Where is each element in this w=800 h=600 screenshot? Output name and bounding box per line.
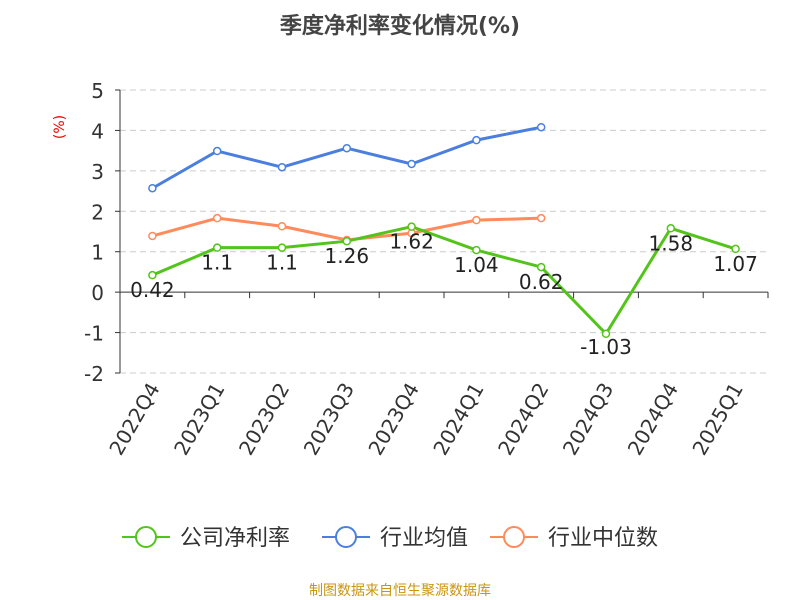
y-axis-label: (%) xyxy=(52,115,68,139)
data-point[interactable] xyxy=(277,162,287,172)
data-point[interactable] xyxy=(536,262,546,272)
data-label: 1.26 xyxy=(325,244,370,268)
legend-circle-icon xyxy=(135,526,157,548)
y-tick-label: 2 xyxy=(91,200,104,224)
y-tick-label: 4 xyxy=(91,119,104,143)
data-point[interactable] xyxy=(666,224,676,233)
series-line xyxy=(151,225,737,337)
x-tick-label: 2023Q4 xyxy=(363,379,423,460)
legend-item[interactable]: 行业均值 xyxy=(322,526,468,551)
legend-item[interactable]: 公司净利率 xyxy=(122,526,290,551)
data-point[interactable] xyxy=(536,122,546,132)
x-tick-label: 2024Q4 xyxy=(623,379,683,460)
data-point[interactable] xyxy=(342,236,352,246)
data-point[interactable] xyxy=(472,245,481,255)
data-label: 0.42 xyxy=(130,278,175,302)
data-point[interactable] xyxy=(277,221,287,231)
data-point[interactable] xyxy=(342,143,352,153)
data-point[interactable] xyxy=(407,222,416,231)
source-note: 制图数据来自恒生聚源数据库 xyxy=(309,583,491,599)
x-tick-label: 2025Q1 xyxy=(687,379,747,460)
legend-circle-icon xyxy=(335,526,357,548)
x-tick-label: 2024Q2 xyxy=(493,379,553,460)
data-point[interactable] xyxy=(148,270,157,280)
y-tick-label: 3 xyxy=(91,160,104,184)
y-tick-label: 0 xyxy=(91,281,104,305)
data-label: -1.03 xyxy=(580,335,632,359)
legend-label: 行业中位数 xyxy=(548,526,658,551)
data-point[interactable] xyxy=(731,244,740,254)
x-tick-label: 2022Q4 xyxy=(104,379,164,460)
data-point[interactable] xyxy=(536,213,546,223)
data-label: 0.62 xyxy=(519,270,564,294)
data-point[interactable] xyxy=(212,146,222,156)
y-tick-label: -2 xyxy=(84,362,104,386)
x-tick-label: 2023Q3 xyxy=(299,379,359,460)
y-tick-label: -1 xyxy=(84,322,104,346)
data-point[interactable] xyxy=(601,329,611,339)
x-tick-label: 2024Q1 xyxy=(428,379,488,460)
x-tick-label: 2024Q3 xyxy=(558,379,618,460)
data-point[interactable] xyxy=(407,159,416,169)
series-line xyxy=(151,125,542,190)
y-tick-label: 1 xyxy=(91,241,104,265)
data-point[interactable] xyxy=(472,215,481,225)
data-point[interactable] xyxy=(212,213,222,223)
data-label: 1.58 xyxy=(649,231,694,255)
data-point[interactable] xyxy=(212,243,222,252)
x-tick-label: 2023Q2 xyxy=(234,379,294,460)
data-label: 1.62 xyxy=(389,230,434,254)
data-label: 1.1 xyxy=(201,251,233,275)
legend-label: 公司净利率 xyxy=(180,526,290,551)
data-point[interactable] xyxy=(472,135,481,145)
legend-item[interactable]: 行业中位数 xyxy=(490,526,658,551)
data-point[interactable] xyxy=(148,183,157,193)
data-label: 1.04 xyxy=(454,253,499,277)
legend-label: 行业均值 xyxy=(380,526,468,551)
data-label: 1.07 xyxy=(713,252,758,276)
data-point[interactable] xyxy=(277,243,287,252)
legend-circle-icon xyxy=(503,526,525,548)
x-tick-label: 2023Q1 xyxy=(169,379,229,460)
chart-title: 季度净利率变化情况(%) xyxy=(280,13,520,39)
data-point[interactable] xyxy=(148,231,157,241)
data-label: 1.1 xyxy=(266,251,298,275)
y-tick-label: 5 xyxy=(91,79,104,103)
